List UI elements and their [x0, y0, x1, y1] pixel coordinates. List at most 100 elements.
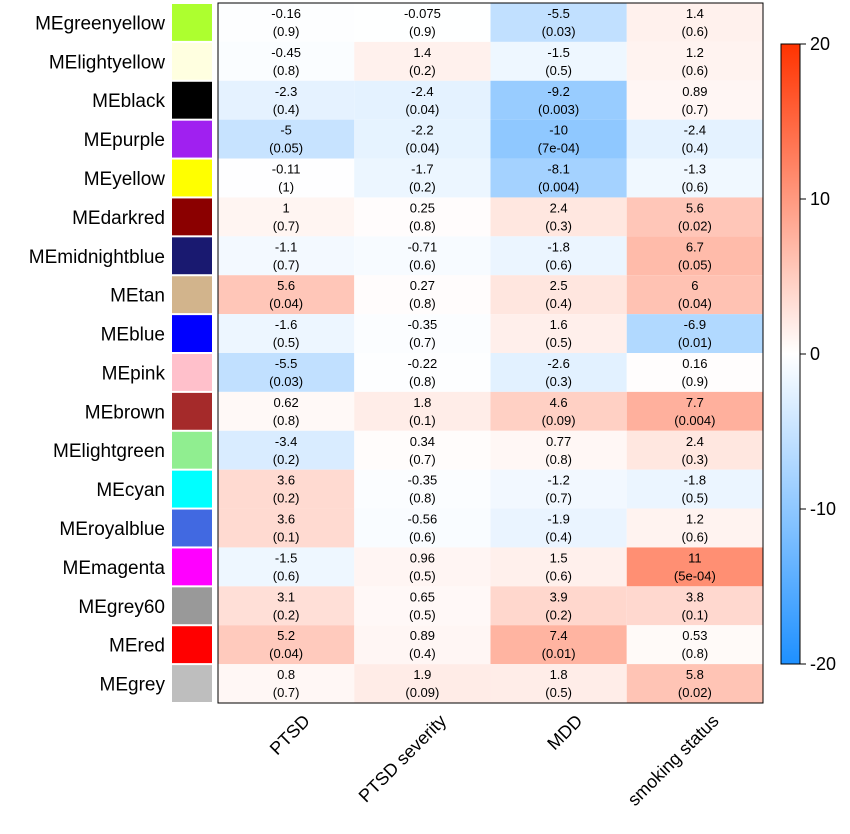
color-scale-tick-label: 10: [810, 189, 830, 209]
cell-pvalue-label: (0.4): [682, 141, 709, 156]
cell-value-label: -2.6: [547, 356, 569, 371]
cell-value-label: 1: [283, 200, 290, 215]
heatmap-cell: [626, 391, 763, 431]
cell-value-label: 0.89: [410, 628, 435, 643]
cell-pvalue-label: (0.7): [273, 685, 300, 700]
cell-pvalue-label: (0.4): [273, 102, 300, 117]
cell-pvalue-label: (0.4): [545, 530, 572, 545]
heatmap-cell: [626, 275, 763, 315]
cell-pvalue-label: (0.3): [545, 218, 572, 233]
cell-pvalue-label: (0.09): [405, 685, 439, 700]
cell-pvalue-label: (0.6): [682, 180, 709, 195]
heatmap-cell: [354, 158, 491, 198]
cell-pvalue-label: (0.7): [273, 257, 300, 272]
cell-pvalue-label: (0.9): [273, 24, 300, 39]
module-swatch-MEred: [172, 626, 212, 664]
cell-pvalue-label: (0.6): [545, 568, 572, 583]
cell-value-label: 3.8: [686, 589, 704, 604]
cell-pvalue-label: (0.8): [409, 218, 436, 233]
cell-value-label: -1.7: [411, 162, 433, 177]
heatmap-cell: [218, 625, 355, 665]
cell-value-label: -5.5: [275, 356, 297, 371]
heatmap-cell: [218, 158, 355, 198]
module-swatch-MEblack: [172, 81, 212, 119]
cell-pvalue-label: (0.004): [674, 413, 715, 428]
row-label: MElightyellow: [49, 52, 165, 73]
module-swatch-MEyellow: [172, 159, 212, 197]
cell-value-label: 1.4: [413, 45, 431, 60]
cell-pvalue-label: (0.5): [273, 335, 300, 350]
heatmap-frame: [217, 2, 764, 704]
heatmap-cell: [626, 3, 763, 42]
row-label: MEgrey60: [78, 597, 165, 618]
color-scale-ticks: 20 10 0 -10 -20: [800, 34, 836, 674]
cell-pvalue-label: (1): [278, 180, 294, 195]
heatmap-cell: [490, 430, 627, 470]
cell-pvalue-label: (0.6): [409, 257, 436, 272]
cell-value-label: 0.65: [410, 589, 435, 604]
cell-value-label: 6.7: [686, 239, 704, 254]
heatmap-cell: [218, 508, 355, 548]
cell-pvalue-label: (0.5): [409, 607, 436, 622]
cell-pvalue-label: (0.05): [269, 141, 303, 156]
cell-value-label: 3.1: [277, 589, 295, 604]
cell-value-label: -5.5: [547, 6, 569, 21]
row-label: MEmagenta: [63, 558, 166, 579]
cell-pvalue-label: (0.05): [678, 257, 712, 272]
column-label: MDD: [543, 711, 586, 754]
cell-pvalue-label: (0.02): [678, 685, 712, 700]
cell-value-label: -1.5: [547, 45, 569, 60]
cell-value-label: 5.6: [686, 200, 704, 215]
heatmap-cell: [626, 41, 763, 81]
cell-pvalue-label: (0.4): [545, 296, 572, 311]
cell-value-label: 1.8: [413, 395, 431, 410]
heatmap-cell: [354, 508, 491, 548]
heatmap-cell: [354, 275, 491, 315]
heatmap-cell: [626, 469, 763, 509]
heatmap-cell: [490, 3, 627, 42]
cell-value-label: 3.9: [550, 589, 568, 604]
heatmap-cell: [354, 353, 491, 392]
cell-pvalue-label: (0.6): [682, 530, 709, 545]
heatmap-cells: -0.16 (0.9) -0.075 (0.9) -5.5 (0.03) 1.4 (0.6) -…: [218, 3, 763, 703]
row-label: MEcyan: [96, 480, 165, 501]
cell-value-label: -1.8: [547, 239, 569, 254]
cell-value-label: 1.8: [550, 667, 568, 682]
cell-value-label: 2.5: [550, 278, 568, 293]
cell-value-label: -1.9: [547, 512, 569, 527]
cell-value-label: -2.4: [684, 123, 706, 138]
module-swatch-MEcyan: [172, 470, 212, 508]
cell-pvalue-label: (0.8): [545, 452, 572, 467]
module-swatch-MEbrown: [172, 392, 212, 430]
heatmap-cell: [490, 586, 627, 626]
heatmap-cell: [626, 586, 763, 626]
cell-value-label: -2.3: [275, 84, 297, 99]
column-label: PTSD severity: [355, 711, 450, 806]
cell-value-label: 5.2: [277, 628, 295, 643]
heatmap-cell: [490, 119, 627, 159]
cell-value-label: 6: [691, 278, 698, 293]
cell-pvalue-label: (0.01): [678, 335, 712, 350]
module-swatch-MEpink: [172, 354, 212, 391]
cell-value-label: -0.075: [404, 6, 441, 21]
cell-pvalue-label: (0.7): [273, 218, 300, 233]
cell-pvalue-label: (0.6): [273, 568, 300, 583]
row-label: MEbrown: [85, 402, 165, 423]
row-label: MEroyalblue: [59, 519, 165, 540]
heatmap-cell: [354, 236, 491, 276]
heatmap-cell: [626, 353, 763, 392]
cell-value-label: -1.6: [275, 317, 297, 332]
heatmap-cell: [490, 158, 627, 198]
heatmap-cell: [490, 41, 627, 81]
cell-value-label: 1.2: [686, 45, 704, 60]
heatmap-cell: [490, 275, 627, 315]
cell-pvalue-label: (0.6): [682, 63, 709, 78]
module-swatch-MEgrey60: [172, 587, 212, 625]
color-scale-gradient: [780, 43, 801, 665]
module-swatch-MEdarkred: [172, 198, 212, 236]
cell-pvalue-label: (0.04): [405, 102, 439, 117]
cell-pvalue-label: (0.8): [409, 296, 436, 311]
cell-pvalue-label: (7e-04): [538, 141, 580, 156]
cell-pvalue-label: (0.8): [409, 491, 436, 506]
